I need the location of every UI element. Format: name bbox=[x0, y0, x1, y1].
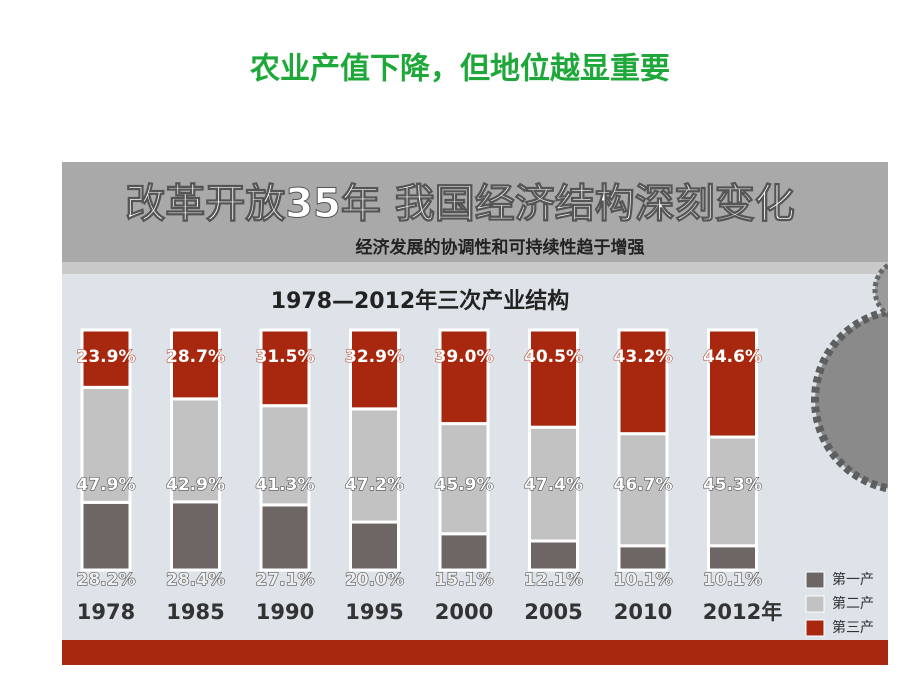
bar-segment bbox=[170, 500, 221, 572]
value-label: 27.1% bbox=[256, 570, 315, 590]
legend-swatch bbox=[805, 571, 825, 589]
value-label: 45.3% bbox=[703, 475, 762, 495]
bar-segment bbox=[259, 328, 311, 408]
x-tick-label: 2010 bbox=[614, 600, 672, 624]
value-label: 12.1% bbox=[524, 570, 583, 590]
legend-swatch bbox=[805, 619, 825, 637]
infographic: 改革开放35年 我国经济结构深刻变化 经济发展的协调性和可持续性趋于增强 197… bbox=[62, 162, 888, 665]
bar-segment bbox=[349, 328, 400, 411]
legend-label: 第二产 bbox=[832, 595, 874, 612]
legend-label: 第一产 bbox=[832, 571, 874, 588]
value-label: 44.6% bbox=[703, 347, 762, 367]
x-tick-label: 1985 bbox=[166, 600, 224, 624]
gear bbox=[872, 262, 888, 318]
legend-swatch bbox=[805, 595, 825, 613]
chart-title: 1978—2012年三次产业结构 bbox=[271, 288, 569, 314]
value-label: 43.2% bbox=[614, 347, 673, 367]
x-tick-label: 2012年 bbox=[703, 600, 782, 624]
x-tick-label: 2005 bbox=[524, 600, 582, 624]
value-label: 42.9% bbox=[166, 475, 225, 495]
infographic-title: 改革开放35年 我国经济结构深刻变化 bbox=[125, 181, 795, 227]
value-label: 40.5% bbox=[524, 347, 583, 367]
bar-segment bbox=[170, 397, 221, 504]
slide-title: 农业产值下降，但地位越显重要 bbox=[249, 52, 670, 87]
value-label: 47.9% bbox=[77, 475, 136, 495]
bar-segment bbox=[438, 328, 490, 426]
header-edge bbox=[62, 262, 888, 274]
value-label: 28.7% bbox=[166, 347, 225, 367]
x-tick-label: 1978 bbox=[77, 600, 135, 624]
bar-segment bbox=[349, 407, 400, 524]
gear bbox=[811, 307, 888, 493]
bar-segment bbox=[170, 328, 221, 401]
value-label: 41.3% bbox=[256, 475, 315, 495]
value-label: 15.1% bbox=[435, 570, 494, 590]
bar-segment bbox=[80, 500, 132, 572]
bar-segment bbox=[528, 328, 579, 429]
bar-segment bbox=[438, 422, 490, 536]
value-label: 39.0% bbox=[435, 347, 494, 367]
value-label: 10.1% bbox=[703, 570, 762, 590]
bar-segment bbox=[80, 328, 132, 389]
x-tick-label: 1995 bbox=[345, 600, 403, 624]
bar-segment bbox=[617, 544, 669, 572]
bar-segment bbox=[707, 328, 758, 439]
infographic-subtitle: 经济发展的协调性和可持续性趋于增强 bbox=[356, 237, 645, 258]
value-label: 46.7% bbox=[614, 475, 673, 495]
value-label: 45.9% bbox=[435, 475, 494, 495]
value-label: 28.4% bbox=[166, 570, 225, 590]
bar-segment bbox=[438, 532, 490, 572]
bar-segment bbox=[528, 425, 579, 543]
value-label: 47.2% bbox=[345, 475, 404, 495]
value-label: 20.0% bbox=[345, 570, 404, 590]
bar-segment bbox=[349, 520, 400, 572]
legend-label: 第三产 bbox=[832, 619, 874, 636]
value-label: 10.1% bbox=[614, 570, 673, 590]
bar-segment bbox=[528, 539, 579, 572]
value-label: 47.4% bbox=[524, 475, 583, 495]
header-band bbox=[62, 162, 888, 262]
value-label: 31.5% bbox=[256, 347, 315, 367]
value-label: 28.2% bbox=[77, 570, 136, 590]
value-label: 23.9% bbox=[77, 347, 136, 367]
bar-segment bbox=[259, 503, 311, 572]
x-tick-label: 1990 bbox=[256, 600, 314, 624]
value-label: 32.9% bbox=[345, 347, 404, 367]
footer-band bbox=[62, 640, 888, 665]
plot: 28.2% 47.9% 23.9% 1978 28.4% 42.9% 28.7% 1985 27… bbox=[76, 328, 874, 637]
bar-segment bbox=[707, 435, 758, 548]
x-tick-label: 2000 bbox=[435, 600, 493, 624]
bar-segment bbox=[707, 544, 758, 572]
bar-segment bbox=[617, 328, 669, 436]
